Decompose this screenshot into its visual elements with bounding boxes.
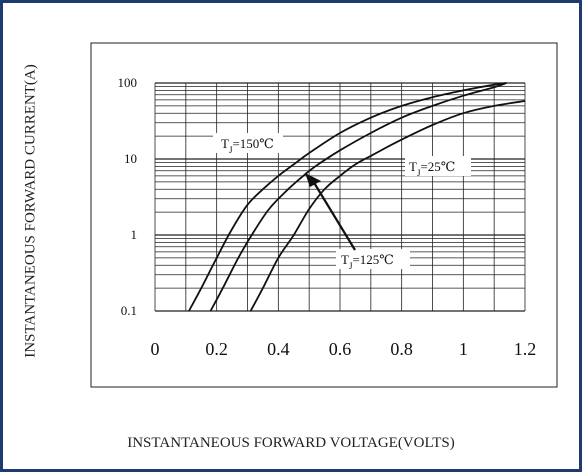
x-tick-label: 0.4: [267, 339, 290, 359]
series-lines: [188, 82, 526, 312]
series-line: [249, 100, 526, 312]
arrow-125: [305, 173, 356, 251]
x-tick-label: 0: [151, 339, 160, 359]
arrow-shaft: [312, 180, 356, 251]
label-tj-25: TJ=25℃: [405, 156, 471, 178]
x-tick-label: 1: [459, 339, 468, 359]
y-tick-label: 0.1: [121, 303, 137, 318]
arrow-head: [305, 173, 321, 187]
chart-svg: 0.1 1 10 100 0 0.2 0.4 0.6 0.8 1 1.2 TJ=150℃ TJ=2…: [90, 42, 558, 388]
label-tj-125: TJ=125℃: [336, 249, 410, 271]
y-tick-label: 1: [131, 227, 138, 242]
label-text-150: TJ=150℃: [221, 136, 274, 155]
y-tick-label: 100: [118, 75, 138, 90]
x-axis-label: INSTANTANEOUS FORWARD VOLTAGE(VOLTS): [127, 435, 455, 451]
series-line: [209, 82, 507, 312]
x-tick-label: 0.2: [205, 339, 228, 359]
label-text-25: TJ=25℃: [409, 159, 455, 178]
grid: [154, 82, 526, 312]
label-tj-150: TJ=150℃: [213, 133, 283, 155]
label-bg: [336, 249, 410, 269]
label-bg: [213, 133, 283, 153]
x-tick-label: 0.6: [329, 339, 352, 359]
outer-box: [90, 42, 558, 388]
label-bg: [405, 156, 471, 176]
label-text-125: TJ=125℃: [341, 252, 394, 271]
series-line: [188, 82, 507, 312]
y-tick-labels: 0.1 1 10 100: [118, 75, 138, 318]
x-tick-label: 1.2: [514, 339, 537, 359]
x-tick-labels: 0 0.2 0.4 0.6 0.8 1 1.2: [151, 339, 537, 359]
x-tick-label: 0.8: [390, 339, 413, 359]
y-axis-label: INSTANTANEOUS FORWARD CURRENT(A): [22, 64, 39, 358]
y-tick-label: 10: [124, 151, 137, 166]
